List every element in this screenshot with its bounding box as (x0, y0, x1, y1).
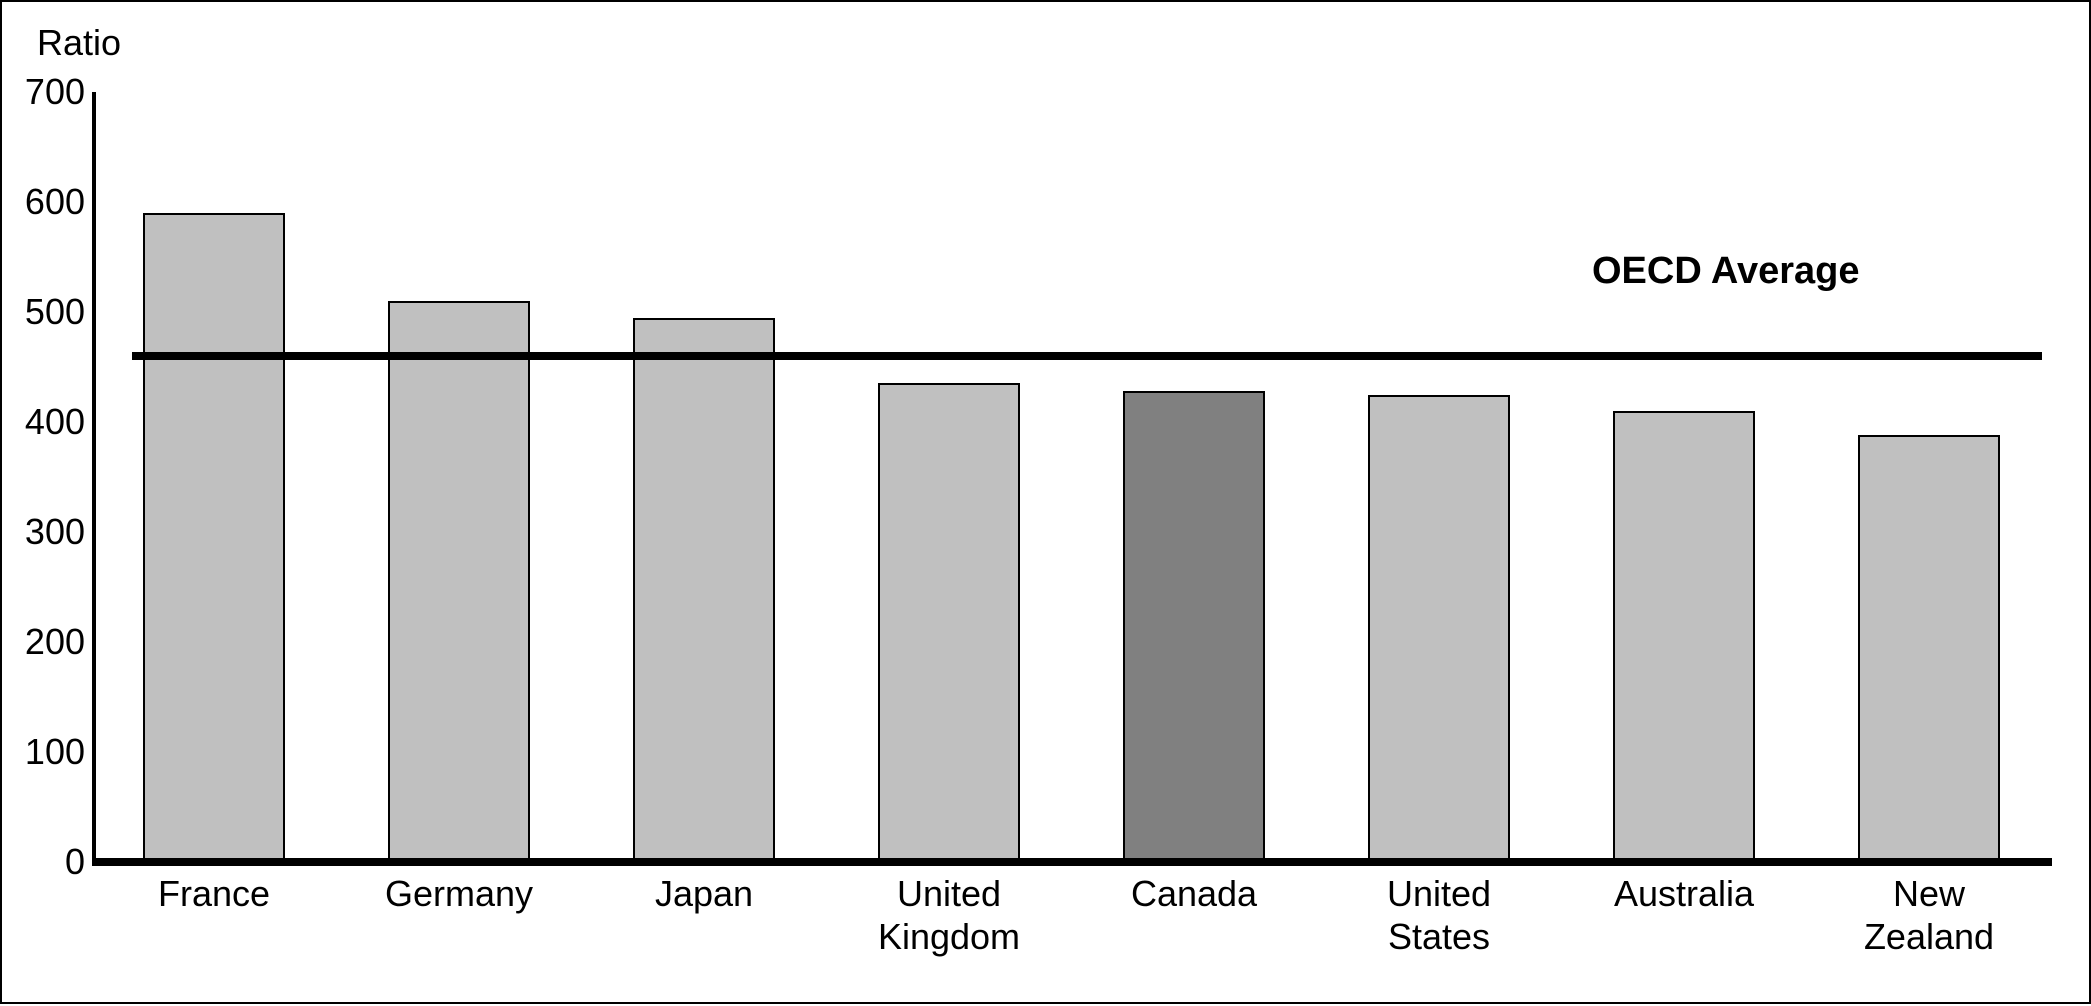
x-tick-label: Australia (1614, 872, 1754, 915)
y-tick-label: 100 (25, 731, 85, 773)
x-axis-line (92, 858, 2052, 866)
y-axis-line (92, 92, 96, 862)
y-tick-label: 500 (25, 291, 85, 333)
x-tick-label: Germany (385, 872, 533, 915)
bar-japan (633, 318, 775, 862)
y-tick-label: 300 (25, 511, 85, 553)
y-axis-title: Ratio (37, 22, 121, 64)
bar-uk (878, 383, 1020, 862)
bar-france (143, 213, 285, 862)
y-tick-label: 0 (65, 841, 85, 883)
x-tick-label: United Kingdom (878, 872, 1020, 958)
x-tick-label: Canada (1131, 872, 1257, 915)
oecd-average-label: OECD Average (1592, 250, 1860, 293)
x-tick-label: France (158, 872, 270, 915)
y-tick-label: 600 (25, 181, 85, 223)
bar-germany (388, 301, 530, 862)
y-tick-label: 200 (25, 621, 85, 663)
bar-us (1368, 395, 1510, 862)
bar-chart: Ratio 0 100 200 300 400 500 600 700 OECD… (2, 2, 2091, 1006)
x-tick-label: United States (1387, 872, 1491, 958)
oecd-average-line (132, 352, 2042, 360)
bar-australia (1613, 411, 1755, 862)
bar-canada (1123, 391, 1265, 862)
y-tick-label: 400 (25, 401, 85, 443)
bar-newzealand (1858, 435, 2000, 862)
y-tick-label: 700 (25, 71, 85, 113)
x-tick-label: New Zealand (1864, 872, 1994, 958)
x-tick-label: Japan (655, 872, 753, 915)
